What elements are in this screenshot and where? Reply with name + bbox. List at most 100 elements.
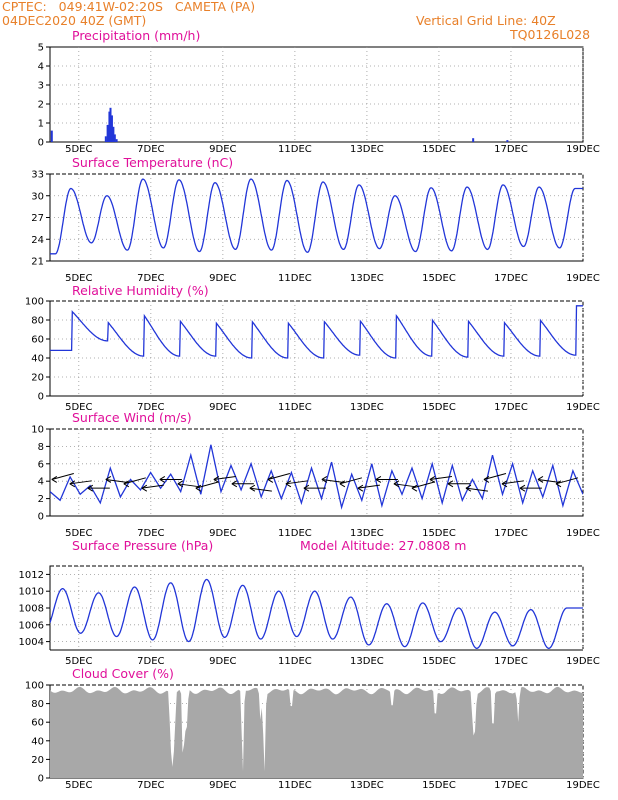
y-tick-label-3-5: 10 bbox=[31, 425, 44, 436]
x-tick-label-2-0: 5DEC bbox=[65, 402, 92, 413]
y-tick-label-0-5: 5 bbox=[38, 43, 44, 54]
y-tick-label-1-0: 21 bbox=[31, 257, 44, 268]
wind-arrow-head-15 bbox=[321, 476, 328, 483]
precip-bar-3 bbox=[108, 111, 111, 142]
precip-bar-0 bbox=[50, 130, 53, 142]
x-tick-label-1-5: 15DEC bbox=[422, 273, 456, 284]
x-tick-label-4-0: 5DEC bbox=[65, 656, 92, 667]
wind-arrow-12 bbox=[267, 472, 291, 480]
header-grid-line: Vertical Grid Line: 40Z bbox=[416, 13, 556, 28]
y-tick-label-5-0: 0 bbox=[38, 774, 44, 785]
y-tick-label-2-1: 20 bbox=[31, 373, 44, 384]
wind-arrow-head-20 bbox=[411, 484, 418, 492]
wind-arrow-27 bbox=[537, 478, 561, 483]
wind-arrow-head-17 bbox=[357, 484, 364, 492]
wind-arrow-24 bbox=[483, 472, 507, 480]
wind-arrow-head-0 bbox=[51, 476, 58, 483]
wind-arrow-head-25 bbox=[501, 480, 508, 488]
x-tick-label-1-3: 11DEC bbox=[278, 273, 312, 284]
wind-arrow-head-6 bbox=[159, 476, 166, 483]
wind-arrow-head-13 bbox=[285, 480, 292, 488]
wind-arrow-7 bbox=[177, 483, 200, 488]
x-tick-label-5-7: 19DEC bbox=[566, 780, 600, 791]
wind-arrow-head-21 bbox=[429, 476, 436, 483]
wind-arrow-head-9 bbox=[213, 476, 220, 483]
wind-arrow-19 bbox=[393, 483, 416, 488]
wind-arrow-13 bbox=[285, 480, 308, 485]
plot-frame-0 bbox=[49, 46, 584, 143]
header-station: CPTEC: 049:41W-02:20S CAMETA (PA) bbox=[2, 0, 256, 14]
wind-arrow-23 bbox=[465, 487, 489, 492]
wind-arrow-21 bbox=[429, 475, 453, 480]
plot-frame-3 bbox=[49, 428, 584, 517]
y-tick-label-3-2: 4 bbox=[38, 477, 44, 488]
x-tick-label-0-4: 13DEC bbox=[350, 144, 384, 155]
x-tick-label-1-2: 9DEC bbox=[209, 273, 236, 284]
x-tick-label-3-3: 11DEC bbox=[278, 528, 312, 539]
x-tick-label-3-4: 13DEC bbox=[350, 528, 384, 539]
x-tick-label-3-0: 5DEC bbox=[65, 528, 92, 539]
y-tick-label-0-0: 0 bbox=[38, 138, 44, 149]
x-tick-label-0-2: 9DEC bbox=[209, 144, 236, 155]
wind-arrow-head-23 bbox=[465, 484, 472, 492]
y-tick-label-3-4: 8 bbox=[38, 442, 44, 453]
wind-arrow-20 bbox=[411, 481, 435, 489]
wind-arrow-head-24 bbox=[483, 476, 490, 483]
wind-arrow-15 bbox=[321, 478, 344, 483]
x-tick-label-5-1: 7DEC bbox=[137, 780, 164, 791]
panel-title-5: Cloud Cover (%) bbox=[72, 666, 174, 681]
y-tick-label-5-4: 80 bbox=[31, 699, 44, 710]
precip-bar-7 bbox=[113, 134, 116, 142]
wind-arrow-16 bbox=[339, 477, 363, 485]
wind-arrow-head-11 bbox=[249, 484, 256, 492]
wind-arrow-head-5 bbox=[141, 484, 148, 492]
wind-arrow-9 bbox=[213, 475, 236, 480]
precip-bar-6 bbox=[112, 126, 115, 142]
x-tick-label-2-4: 13DEC bbox=[350, 402, 384, 413]
x-tick-label-3-1: 7DEC bbox=[137, 528, 164, 539]
series-line-2 bbox=[50, 305, 583, 359]
y-tick-label-4-1: 1006 bbox=[19, 620, 44, 631]
x-tick-label-4-1: 7DEC bbox=[137, 656, 164, 667]
x-tick-label-2-6: 17DEC bbox=[494, 402, 528, 413]
precip-bar-8 bbox=[115, 139, 118, 142]
x-tick-label-4-6: 17DEC bbox=[494, 656, 528, 667]
x-tick-label-5-3: 11DEC bbox=[278, 780, 312, 791]
precip-bar-5 bbox=[110, 115, 113, 142]
panel-annotation-4: Model Altitude: 27.0808 m bbox=[300, 538, 466, 553]
y-tick-label-1-2: 27 bbox=[31, 213, 44, 224]
wind-arrow-head-14 bbox=[303, 484, 310, 492]
wind-arrow-17 bbox=[357, 484, 380, 489]
y-tick-label-5-5: 100 bbox=[25, 681, 44, 692]
wind-arrow-4 bbox=[123, 477, 146, 485]
y-tick-label-2-3: 60 bbox=[31, 335, 44, 346]
y-tick-label-5-2: 40 bbox=[31, 736, 44, 747]
series-line-4 bbox=[50, 578, 583, 649]
x-tick-label-4-3: 11DEC bbox=[278, 656, 312, 667]
series-line-1 bbox=[50, 178, 583, 255]
x-tick-label-3-2: 9DEC bbox=[209, 528, 236, 539]
wind-arrow-25 bbox=[501, 480, 525, 485]
y-tick-label-1-4: 33 bbox=[31, 170, 44, 181]
precip-bar-2 bbox=[106, 124, 109, 142]
wind-arrow-head-16 bbox=[339, 480, 346, 488]
panel-title-4: Surface Pressure (hPa) bbox=[72, 538, 213, 553]
x-tick-label-1-6: 17DEC bbox=[494, 273, 528, 284]
precip-bar-9 bbox=[472, 138, 475, 142]
x-tick-label-2-3: 11DEC bbox=[278, 402, 312, 413]
y-tick-label-4-4: 1012 bbox=[19, 570, 44, 581]
plot-frame-1 bbox=[49, 173, 584, 262]
x-tick-label-2-2: 9DEC bbox=[209, 402, 236, 413]
x-tick-label-4-2: 9DEC bbox=[209, 656, 236, 667]
x-tick-label-4-4: 13DEC bbox=[350, 656, 384, 667]
wind-arrow-head-8 bbox=[195, 484, 202, 492]
wind-arrow-head-18 bbox=[375, 476, 382, 483]
y-tick-label-5-3: 60 bbox=[31, 718, 44, 729]
x-tick-label-5-4: 13DEC bbox=[350, 780, 384, 791]
x-tick-label-1-7: 19DEC bbox=[566, 273, 600, 284]
wind-arrow-1 bbox=[69, 480, 92, 485]
wind-arrow-head-27 bbox=[537, 476, 544, 483]
x-tick-label-5-2: 9DEC bbox=[209, 780, 236, 791]
x-tick-label-0-6: 17DEC bbox=[494, 144, 528, 155]
